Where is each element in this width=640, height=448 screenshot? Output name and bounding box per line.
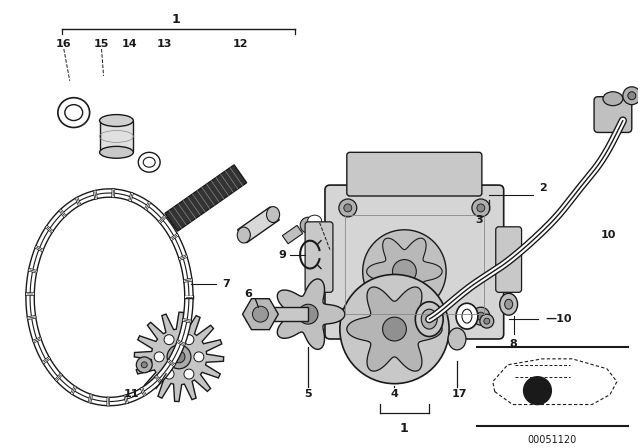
Text: 13: 13 bbox=[156, 39, 172, 49]
Polygon shape bbox=[100, 121, 133, 152]
Text: 12: 12 bbox=[233, 39, 248, 49]
Circle shape bbox=[340, 275, 449, 383]
Circle shape bbox=[628, 92, 636, 100]
Ellipse shape bbox=[58, 98, 90, 128]
Circle shape bbox=[623, 87, 640, 105]
Circle shape bbox=[184, 369, 194, 379]
Circle shape bbox=[164, 369, 174, 379]
Ellipse shape bbox=[456, 303, 478, 329]
Circle shape bbox=[184, 335, 194, 345]
Ellipse shape bbox=[603, 92, 623, 106]
FancyBboxPatch shape bbox=[305, 222, 333, 293]
Circle shape bbox=[252, 306, 268, 322]
Circle shape bbox=[392, 259, 416, 284]
Polygon shape bbox=[282, 225, 303, 244]
Circle shape bbox=[383, 317, 406, 341]
Circle shape bbox=[477, 312, 485, 320]
Polygon shape bbox=[165, 165, 246, 231]
Text: 10: 10 bbox=[600, 230, 616, 240]
Text: 11: 11 bbox=[124, 388, 139, 399]
Text: 15: 15 bbox=[94, 39, 109, 49]
Circle shape bbox=[339, 307, 356, 325]
Circle shape bbox=[363, 230, 446, 313]
Polygon shape bbox=[347, 287, 442, 371]
Ellipse shape bbox=[308, 215, 321, 226]
Ellipse shape bbox=[421, 309, 437, 329]
Circle shape bbox=[194, 352, 204, 362]
Circle shape bbox=[173, 351, 185, 363]
Text: 17: 17 bbox=[451, 388, 467, 399]
Circle shape bbox=[524, 377, 551, 405]
Polygon shape bbox=[367, 238, 442, 305]
Ellipse shape bbox=[138, 152, 160, 172]
FancyBboxPatch shape bbox=[496, 227, 522, 293]
Ellipse shape bbox=[143, 157, 155, 167]
Text: 14: 14 bbox=[122, 39, 137, 49]
Polygon shape bbox=[237, 207, 279, 243]
Text: 6: 6 bbox=[244, 289, 252, 299]
Circle shape bbox=[141, 362, 147, 368]
Circle shape bbox=[154, 352, 164, 362]
Ellipse shape bbox=[415, 302, 443, 336]
Text: 1: 1 bbox=[400, 422, 409, 435]
Text: 8: 8 bbox=[509, 339, 518, 349]
Polygon shape bbox=[243, 299, 278, 330]
Text: 7: 7 bbox=[222, 280, 230, 289]
Ellipse shape bbox=[462, 309, 472, 323]
Ellipse shape bbox=[500, 293, 518, 315]
Circle shape bbox=[164, 335, 174, 345]
Text: 4: 4 bbox=[390, 388, 399, 399]
Circle shape bbox=[300, 217, 316, 233]
FancyBboxPatch shape bbox=[325, 185, 504, 339]
Ellipse shape bbox=[100, 146, 133, 158]
Text: 3: 3 bbox=[475, 215, 483, 225]
Circle shape bbox=[344, 312, 352, 320]
Ellipse shape bbox=[65, 105, 83, 121]
Ellipse shape bbox=[266, 207, 280, 223]
FancyBboxPatch shape bbox=[594, 97, 632, 133]
Circle shape bbox=[472, 307, 490, 325]
Polygon shape bbox=[277, 279, 345, 349]
Text: 5: 5 bbox=[304, 388, 312, 399]
Text: 9: 9 bbox=[278, 250, 286, 259]
FancyBboxPatch shape bbox=[347, 152, 482, 196]
Ellipse shape bbox=[100, 115, 133, 126]
Ellipse shape bbox=[505, 299, 513, 309]
Circle shape bbox=[480, 314, 494, 328]
Text: 16: 16 bbox=[56, 39, 72, 49]
Text: 00051120: 00051120 bbox=[528, 435, 577, 445]
Circle shape bbox=[339, 199, 356, 217]
Circle shape bbox=[167, 345, 191, 369]
Circle shape bbox=[136, 357, 152, 373]
Polygon shape bbox=[134, 312, 224, 401]
Circle shape bbox=[484, 318, 490, 324]
Circle shape bbox=[472, 199, 490, 217]
Text: 1: 1 bbox=[172, 13, 180, 26]
Text: —10: —10 bbox=[545, 314, 572, 324]
Ellipse shape bbox=[448, 328, 466, 350]
Text: 2: 2 bbox=[540, 183, 547, 193]
Circle shape bbox=[298, 304, 318, 324]
Polygon shape bbox=[246, 307, 308, 321]
Circle shape bbox=[477, 204, 485, 212]
Ellipse shape bbox=[237, 227, 250, 243]
Circle shape bbox=[344, 204, 352, 212]
